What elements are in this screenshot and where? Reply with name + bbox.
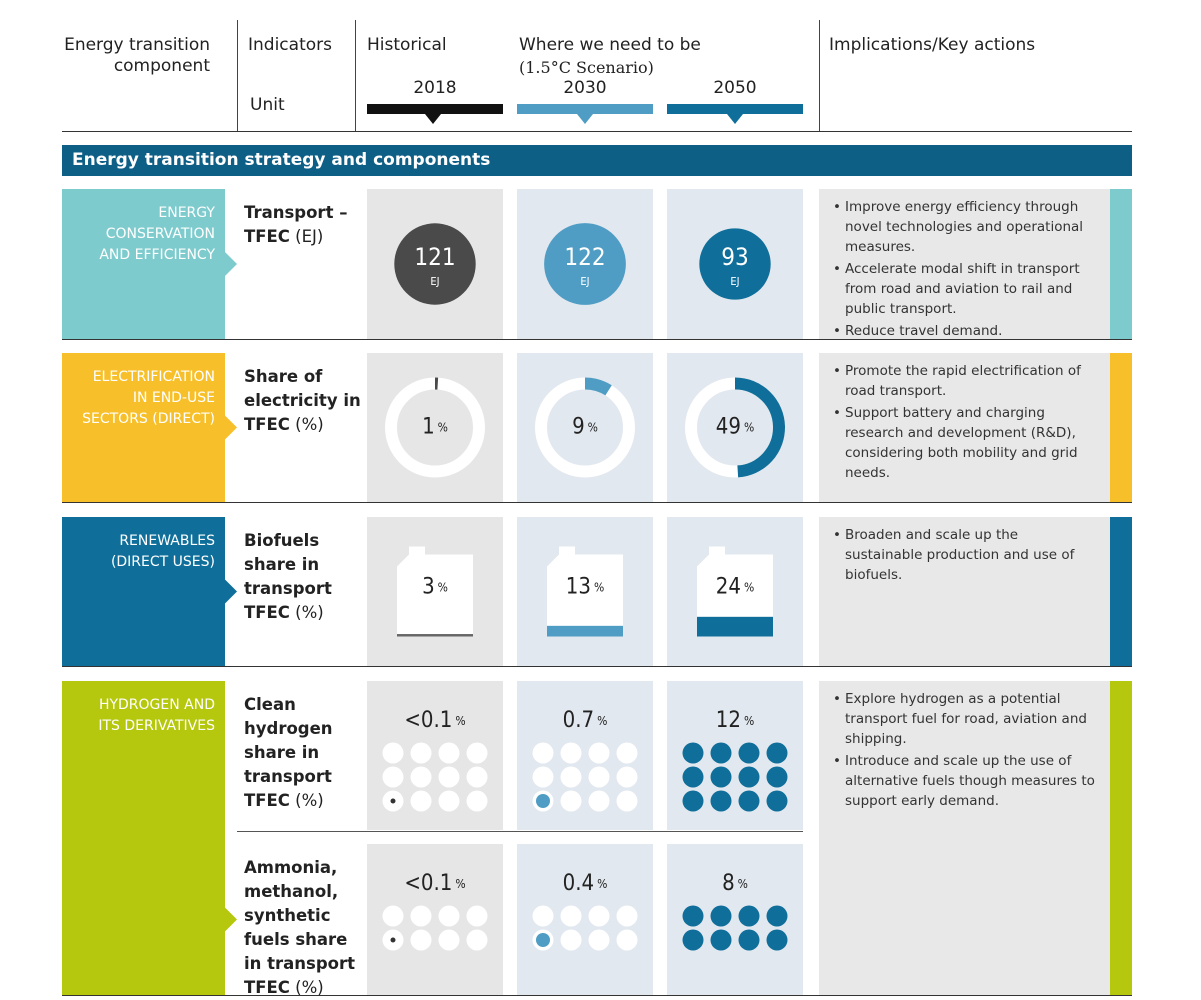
component-label: ELECTRIFICATION IN END-USE SECTORS (DIRE… (82, 369, 215, 427)
indicator-unit: (%) (295, 791, 324, 810)
header-implications: Implications/Key actions (829, 35, 1036, 55)
header-scenario: (1.5°C Scenario) (519, 58, 654, 77)
color-bar (1110, 189, 1132, 339)
component: ENERGY CONSERVATION AND EFFICIENCY (62, 189, 237, 339)
action-item: Promote the rapid electrification of roa… (833, 361, 1095, 401)
indicator-unit: (%) (295, 978, 324, 997)
color-bar (1110, 681, 1132, 995)
header-historical: Historical (367, 35, 447, 55)
component: ELECTRIFICATION IN END-USE SECTORS (DIRE… (62, 353, 237, 502)
section-title: Energy transition strategy and component… (62, 145, 1132, 176)
indicator: Biofuels share in transport TFEC (%) (244, 529, 362, 625)
indicator-name: Transport – TFEC (244, 203, 348, 246)
indicator: Transport – TFEC (EJ) (244, 201, 362, 249)
row-rule (62, 502, 1132, 503)
indicator-name: Biofuels share in transport TFEC (244, 531, 332, 622)
indicator-unit: (%) (295, 415, 324, 434)
component-label: RENEWABLES (DIRECT USES) (110, 533, 215, 570)
action-item: Accelerate modal shift in transport from… (833, 259, 1095, 319)
color-bar (1110, 517, 1132, 666)
divider (819, 20, 820, 131)
indicator: Share of electricity in TFEC (%) (244, 365, 362, 437)
indicator-name: Ammonia, methanol, synthetic fuels share… (244, 858, 356, 997)
indicator-unit: (%) (295, 603, 324, 622)
indicator: Clean hydrogen share in transport TFEC (… (244, 693, 362, 813)
header-unit: Unit (250, 95, 285, 115)
actions: Broaden and scale up the sustainable pro… (833, 525, 1095, 585)
header-target: Where we need to be (519, 35, 701, 55)
header-year: 2018 (413, 78, 457, 98)
color-bar (1110, 353, 1132, 502)
action-item: Improve energy efficiency through novel … (833, 197, 1095, 257)
indicator-name: Share of electricity in TFEC (244, 367, 361, 434)
row-rule (62, 995, 1132, 996)
divider (237, 20, 238, 131)
actions: Promote the rapid electrification of roa… (833, 361, 1095, 483)
action-item: Reduce travel demand. (833, 321, 1095, 341)
sub-rule (237, 831, 803, 832)
indicator: Ammonia, methanol, synthetic fuels share… (244, 856, 362, 1000)
divider (355, 20, 356, 131)
action-item: Broaden and scale up the sustainable pro… (833, 525, 1095, 585)
component: RENEWABLES (DIRECT USES) (62, 517, 237, 666)
actions: Improve energy efficiency through novel … (833, 197, 1095, 341)
component: HYDROGEN AND ITS DERIVATIVES (62, 681, 237, 995)
header-year: 2030 (563, 78, 607, 98)
indicator-unit: (EJ) (295, 227, 324, 246)
header-year: 2050 (713, 78, 757, 98)
header-component: Energy transition component (64, 35, 210, 76)
action-item: Explore hydrogen as a potential transpor… (833, 689, 1095, 749)
component-label: HYDROGEN AND ITS DERIVATIVES (98, 697, 215, 734)
row-rule (62, 666, 1132, 667)
action-item: Support battery and charging research an… (833, 403, 1095, 483)
action-item: Introduce and scale up the use of altern… (833, 751, 1095, 811)
indicator-name: Clean hydrogen share in transport TFEC (244, 695, 333, 810)
actions: Explore hydrogen as a potential transpor… (833, 689, 1095, 811)
header-indicators: Indicators (248, 35, 332, 55)
row-rule (62, 339, 1132, 340)
component-label: ENERGY CONSERVATION AND EFFICIENCY (99, 205, 215, 263)
